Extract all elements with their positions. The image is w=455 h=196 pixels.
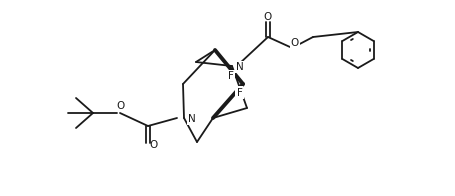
Text: O: O (116, 101, 125, 111)
Text: F: F (237, 88, 243, 98)
Text: O: O (263, 12, 272, 22)
Text: N: N (188, 114, 196, 124)
Text: O: O (290, 38, 298, 48)
Text: N: N (236, 62, 243, 72)
Text: N: N (236, 62, 243, 72)
Text: F: F (228, 71, 233, 81)
Text: O: O (150, 140, 158, 150)
Text: N: N (188, 114, 196, 124)
Text: F: F (236, 87, 242, 97)
Text: F: F (228, 71, 233, 81)
